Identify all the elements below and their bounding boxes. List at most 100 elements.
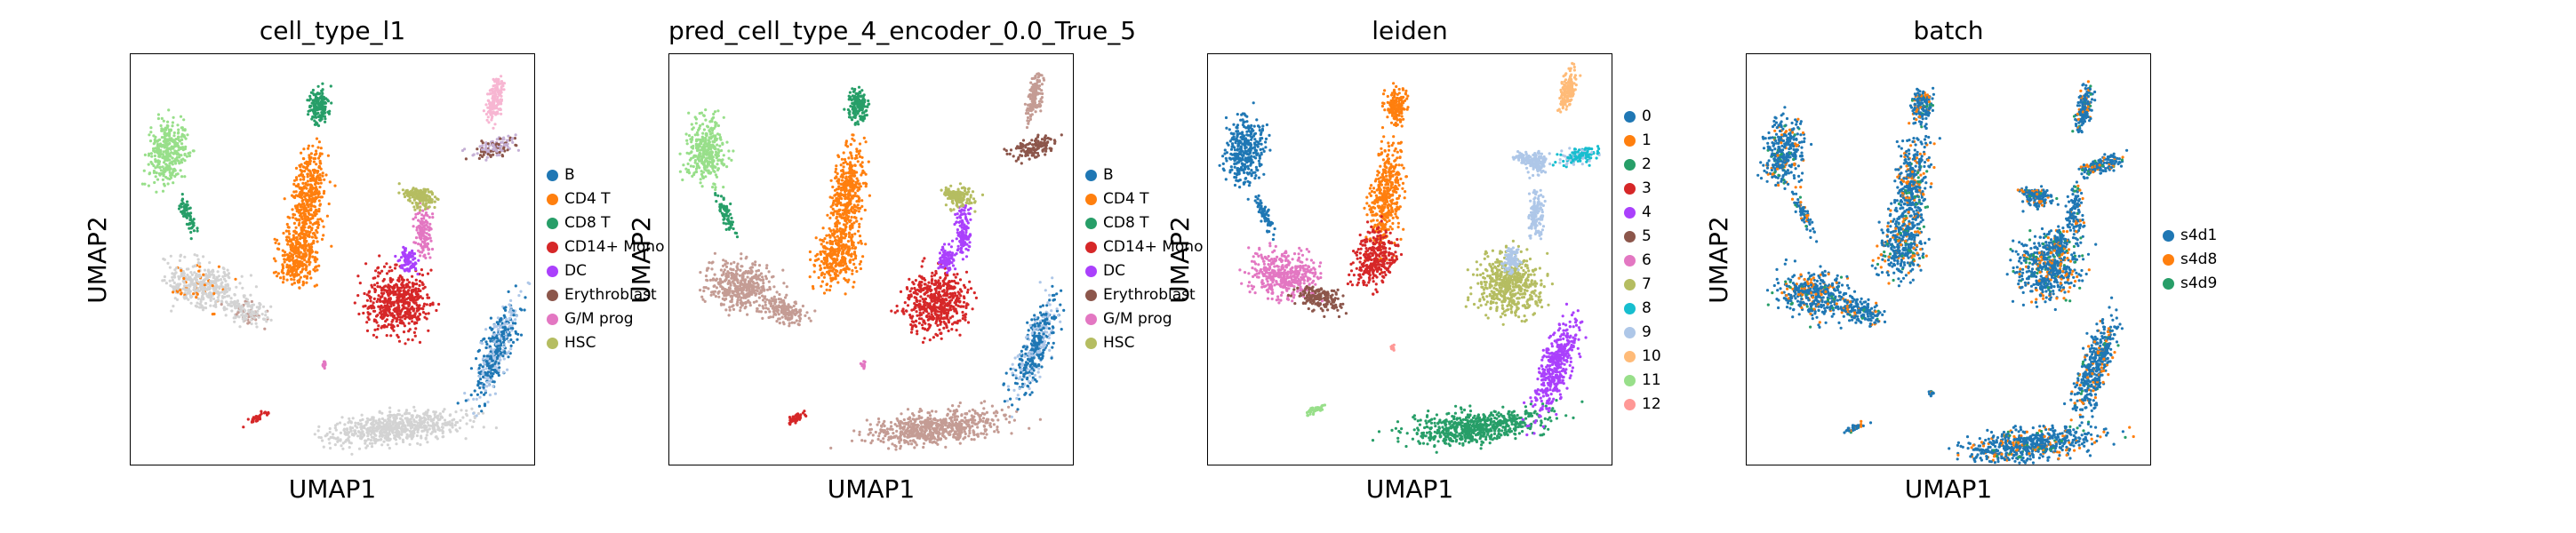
- cell-point: [369, 433, 372, 436]
- cell-point: [497, 362, 500, 365]
- cell-point: [155, 171, 158, 175]
- cell-point: [163, 274, 166, 279]
- cell-point: [373, 289, 378, 292]
- cell-point: [392, 419, 396, 423]
- cell-point: [422, 237, 426, 241]
- cell-point: [171, 272, 174, 275]
- cell-point: [362, 311, 365, 315]
- legend-label: B: [564, 166, 575, 184]
- cell-point: [828, 284, 833, 288]
- cell-point: [423, 417, 427, 420]
- cell-point: [176, 141, 180, 146]
- cell-point: [250, 299, 253, 304]
- cell-point: [198, 302, 202, 306]
- cell-point: [320, 90, 324, 93]
- cell-point: [412, 300, 415, 304]
- cell-point: [404, 285, 408, 289]
- cell-point: [482, 426, 485, 429]
- cell-point: [217, 278, 220, 282]
- cell-point: [149, 160, 153, 164]
- cell-point: [380, 304, 383, 307]
- cell-point: [254, 285, 258, 289]
- cell-point: [304, 166, 308, 170]
- cell-point: [324, 120, 327, 123]
- cell-point: [486, 142, 490, 146]
- cell-point: [173, 143, 178, 147]
- cell-point: [859, 155, 862, 158]
- cell-point: [482, 109, 485, 113]
- cell-point: [186, 288, 190, 291]
- cell-point: [368, 312, 372, 315]
- cell-point: [188, 154, 191, 158]
- cell-point: [323, 360, 326, 363]
- cell-point: [171, 124, 174, 128]
- cell-point: [174, 172, 178, 176]
- cluster-bigcurve: [313, 405, 498, 456]
- cell-point: [486, 401, 490, 404]
- cell-point: [202, 298, 205, 301]
- cell-point: [309, 171, 313, 176]
- cell-point: [483, 362, 486, 365]
- cell-point: [403, 268, 406, 272]
- cell-point: [199, 288, 203, 291]
- cell-point: [381, 299, 385, 303]
- umap-scatter: [140, 75, 532, 456]
- cell-point: [342, 427, 347, 431]
- cell-point: [315, 121, 318, 124]
- cell-point: [479, 381, 483, 385]
- cell-point: [245, 298, 250, 301]
- cell-point: [848, 95, 852, 99]
- cell-point: [379, 299, 382, 303]
- cell-point: [225, 290, 228, 293]
- cell-point: [316, 181, 320, 186]
- cell-point: [864, 140, 868, 144]
- cell-point: [396, 307, 400, 312]
- cell-point: [287, 255, 291, 259]
- legend-marker: [547, 314, 558, 325]
- cell-point: [216, 270, 220, 274]
- cell-point: [304, 263, 308, 267]
- cell-point: [176, 159, 180, 163]
- cell-point: [308, 94, 312, 98]
- cell-point: [308, 154, 311, 157]
- cell-point: [502, 345, 506, 349]
- cell-point: [500, 91, 503, 94]
- cell-point: [839, 202, 843, 205]
- cell-point: [846, 107, 850, 112]
- cell-point: [510, 311, 514, 314]
- cell-point: [411, 201, 414, 205]
- cell-point: [515, 144, 518, 147]
- cell-point: [277, 242, 281, 246]
- cell-point: [860, 217, 863, 220]
- cell-point: [402, 306, 405, 309]
- cell-point: [857, 229, 860, 233]
- cell-point: [168, 279, 172, 282]
- cell-point: [348, 426, 352, 429]
- cell-point: [153, 180, 156, 185]
- cell-point: [292, 249, 296, 252]
- cell-point: [495, 149, 499, 153]
- cell-point: [244, 302, 248, 306]
- cell-point: [819, 264, 822, 267]
- cell-point: [851, 133, 854, 137]
- cell-point: [318, 159, 322, 163]
- cell-point: [507, 355, 510, 359]
- cell-point: [217, 298, 220, 302]
- cell-point: [460, 409, 463, 412]
- cell-point: [423, 195, 427, 199]
- cell-point: [172, 131, 176, 135]
- cell-point: [411, 306, 414, 309]
- cell-point: [825, 241, 828, 244]
- cell-point: [172, 305, 175, 308]
- cell-point: [356, 426, 359, 429]
- cell-point: [292, 262, 295, 266]
- cell-point: [168, 132, 172, 136]
- cell-point: [476, 411, 481, 416]
- cell-point: [867, 160, 870, 163]
- cell-point: [400, 275, 404, 279]
- cell-point: [204, 292, 208, 296]
- cell-point: [500, 318, 503, 322]
- cell-point: [301, 211, 306, 215]
- cell-point: [844, 218, 848, 221]
- cell-point: [478, 386, 482, 390]
